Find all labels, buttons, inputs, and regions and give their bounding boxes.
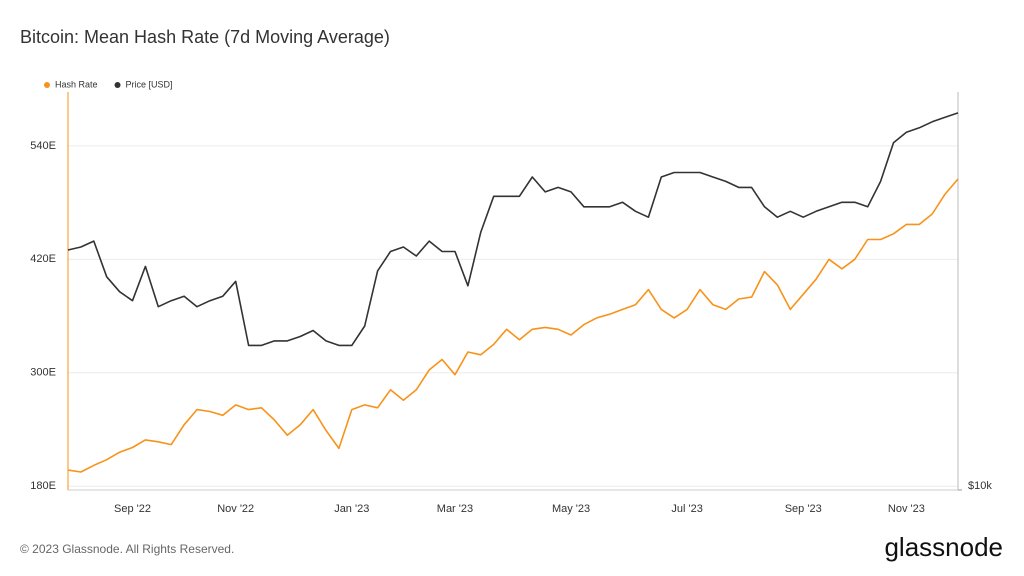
legend-label: Hash Rate <box>55 79 98 89</box>
series-line <box>67 178 959 473</box>
x-tick-label: Jan '23 <box>334 503 369 515</box>
brand-logo: glassnode <box>884 532 1003 562</box>
x-tick-label: Jul '23 <box>671 503 702 515</box>
y-tick-label: 300E <box>30 367 56 379</box>
series-line <box>67 112 959 347</box>
x-tick-label: May '23 <box>552 503 590 515</box>
y-tick-label: 180E <box>30 480 56 492</box>
legend-marker <box>114 82 121 88</box>
chart-title: Bitcoin: Mean Hash Rate (7d Moving Avera… <box>20 27 390 47</box>
y2-tick-label: $10k <box>968 480 992 492</box>
x-tick-label: Mar '23 <box>437 503 473 515</box>
footer: © 2023 Glassnode. All Rights Reserved. <box>20 542 234 556</box>
y-tick-label: 420E <box>30 253 56 265</box>
x-tick-label: Nov '22 <box>217 503 254 515</box>
legend-marker <box>44 82 50 88</box>
x-tick-label: Sep '22 <box>114 503 151 515</box>
legend-label: Price [USD] <box>126 79 173 89</box>
x-tick-label: Nov '23 <box>888 503 925 515</box>
y-tick-label: 540E <box>30 140 56 152</box>
x-tick-label: Sep '23 <box>785 503 822 515</box>
